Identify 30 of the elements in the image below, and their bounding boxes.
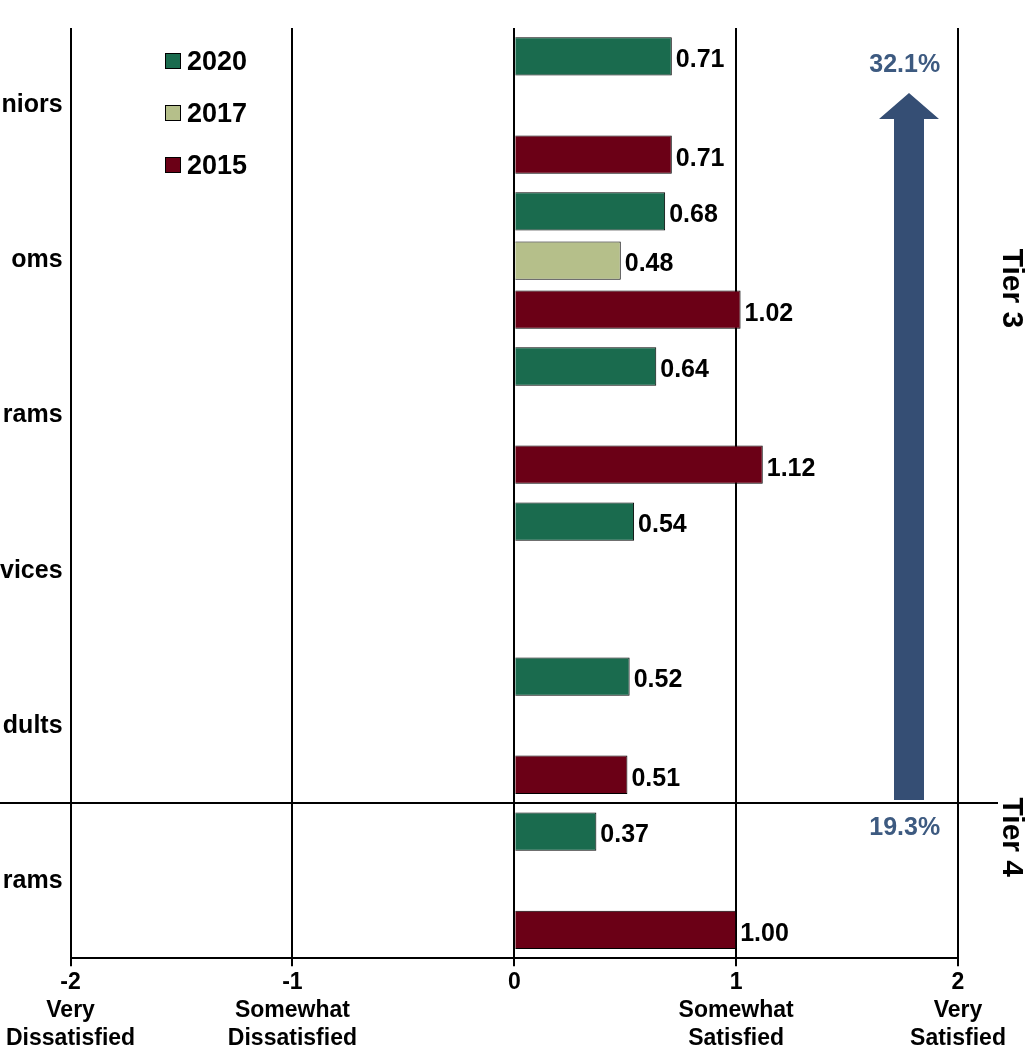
x-tick-label: 1 Somewhat Satisfied bbox=[678, 968, 794, 1050]
data-label: 0.37 bbox=[600, 819, 650, 848]
y-tick-label: rams bbox=[2, 399, 63, 428]
annotation: 19.3% bbox=[869, 811, 941, 840]
legend-label: 2015 bbox=[186, 148, 248, 182]
data-label: 1.00 bbox=[740, 917, 789, 946]
data-label: 0.64 bbox=[660, 354, 710, 383]
x-tick-label: -1 Somewhat Dissatisfied bbox=[227, 968, 357, 1050]
x-tick-label: 2 Very Satisfied bbox=[910, 968, 1006, 1050]
x-tick-label: -2 Very Dissatisfied bbox=[6, 968, 136, 1050]
data-label: 1.02 bbox=[744, 297, 794, 326]
y-tick-label: oms bbox=[11, 244, 63, 273]
legend-label: 2020 bbox=[186, 44, 248, 78]
legend-label: 2017 bbox=[186, 96, 248, 130]
data-label: 1.12 bbox=[766, 452, 816, 481]
data-label: 0.71 bbox=[675, 44, 725, 73]
data-label: 0.54 bbox=[638, 509, 687, 538]
annotation: 32.1% bbox=[869, 49, 941, 78]
y-tick-label: vices bbox=[0, 554, 63, 583]
data-label: 0.52 bbox=[633, 664, 683, 693]
y-tick-label: rams bbox=[2, 864, 63, 893]
y-tick-label: dults bbox=[2, 709, 63, 738]
data-label: 0.51 bbox=[631, 762, 681, 791]
text: Tier 4 bbox=[996, 797, 1030, 878]
data-label: 0.68 bbox=[669, 199, 718, 228]
y-tick-label: niors bbox=[1, 89, 63, 118]
text: Tier 3 bbox=[996, 248, 1030, 329]
data-label: 0.71 bbox=[675, 142, 725, 171]
data-label: 0.48 bbox=[624, 248, 674, 277]
x-tick-label: 0 bbox=[507, 968, 521, 995]
